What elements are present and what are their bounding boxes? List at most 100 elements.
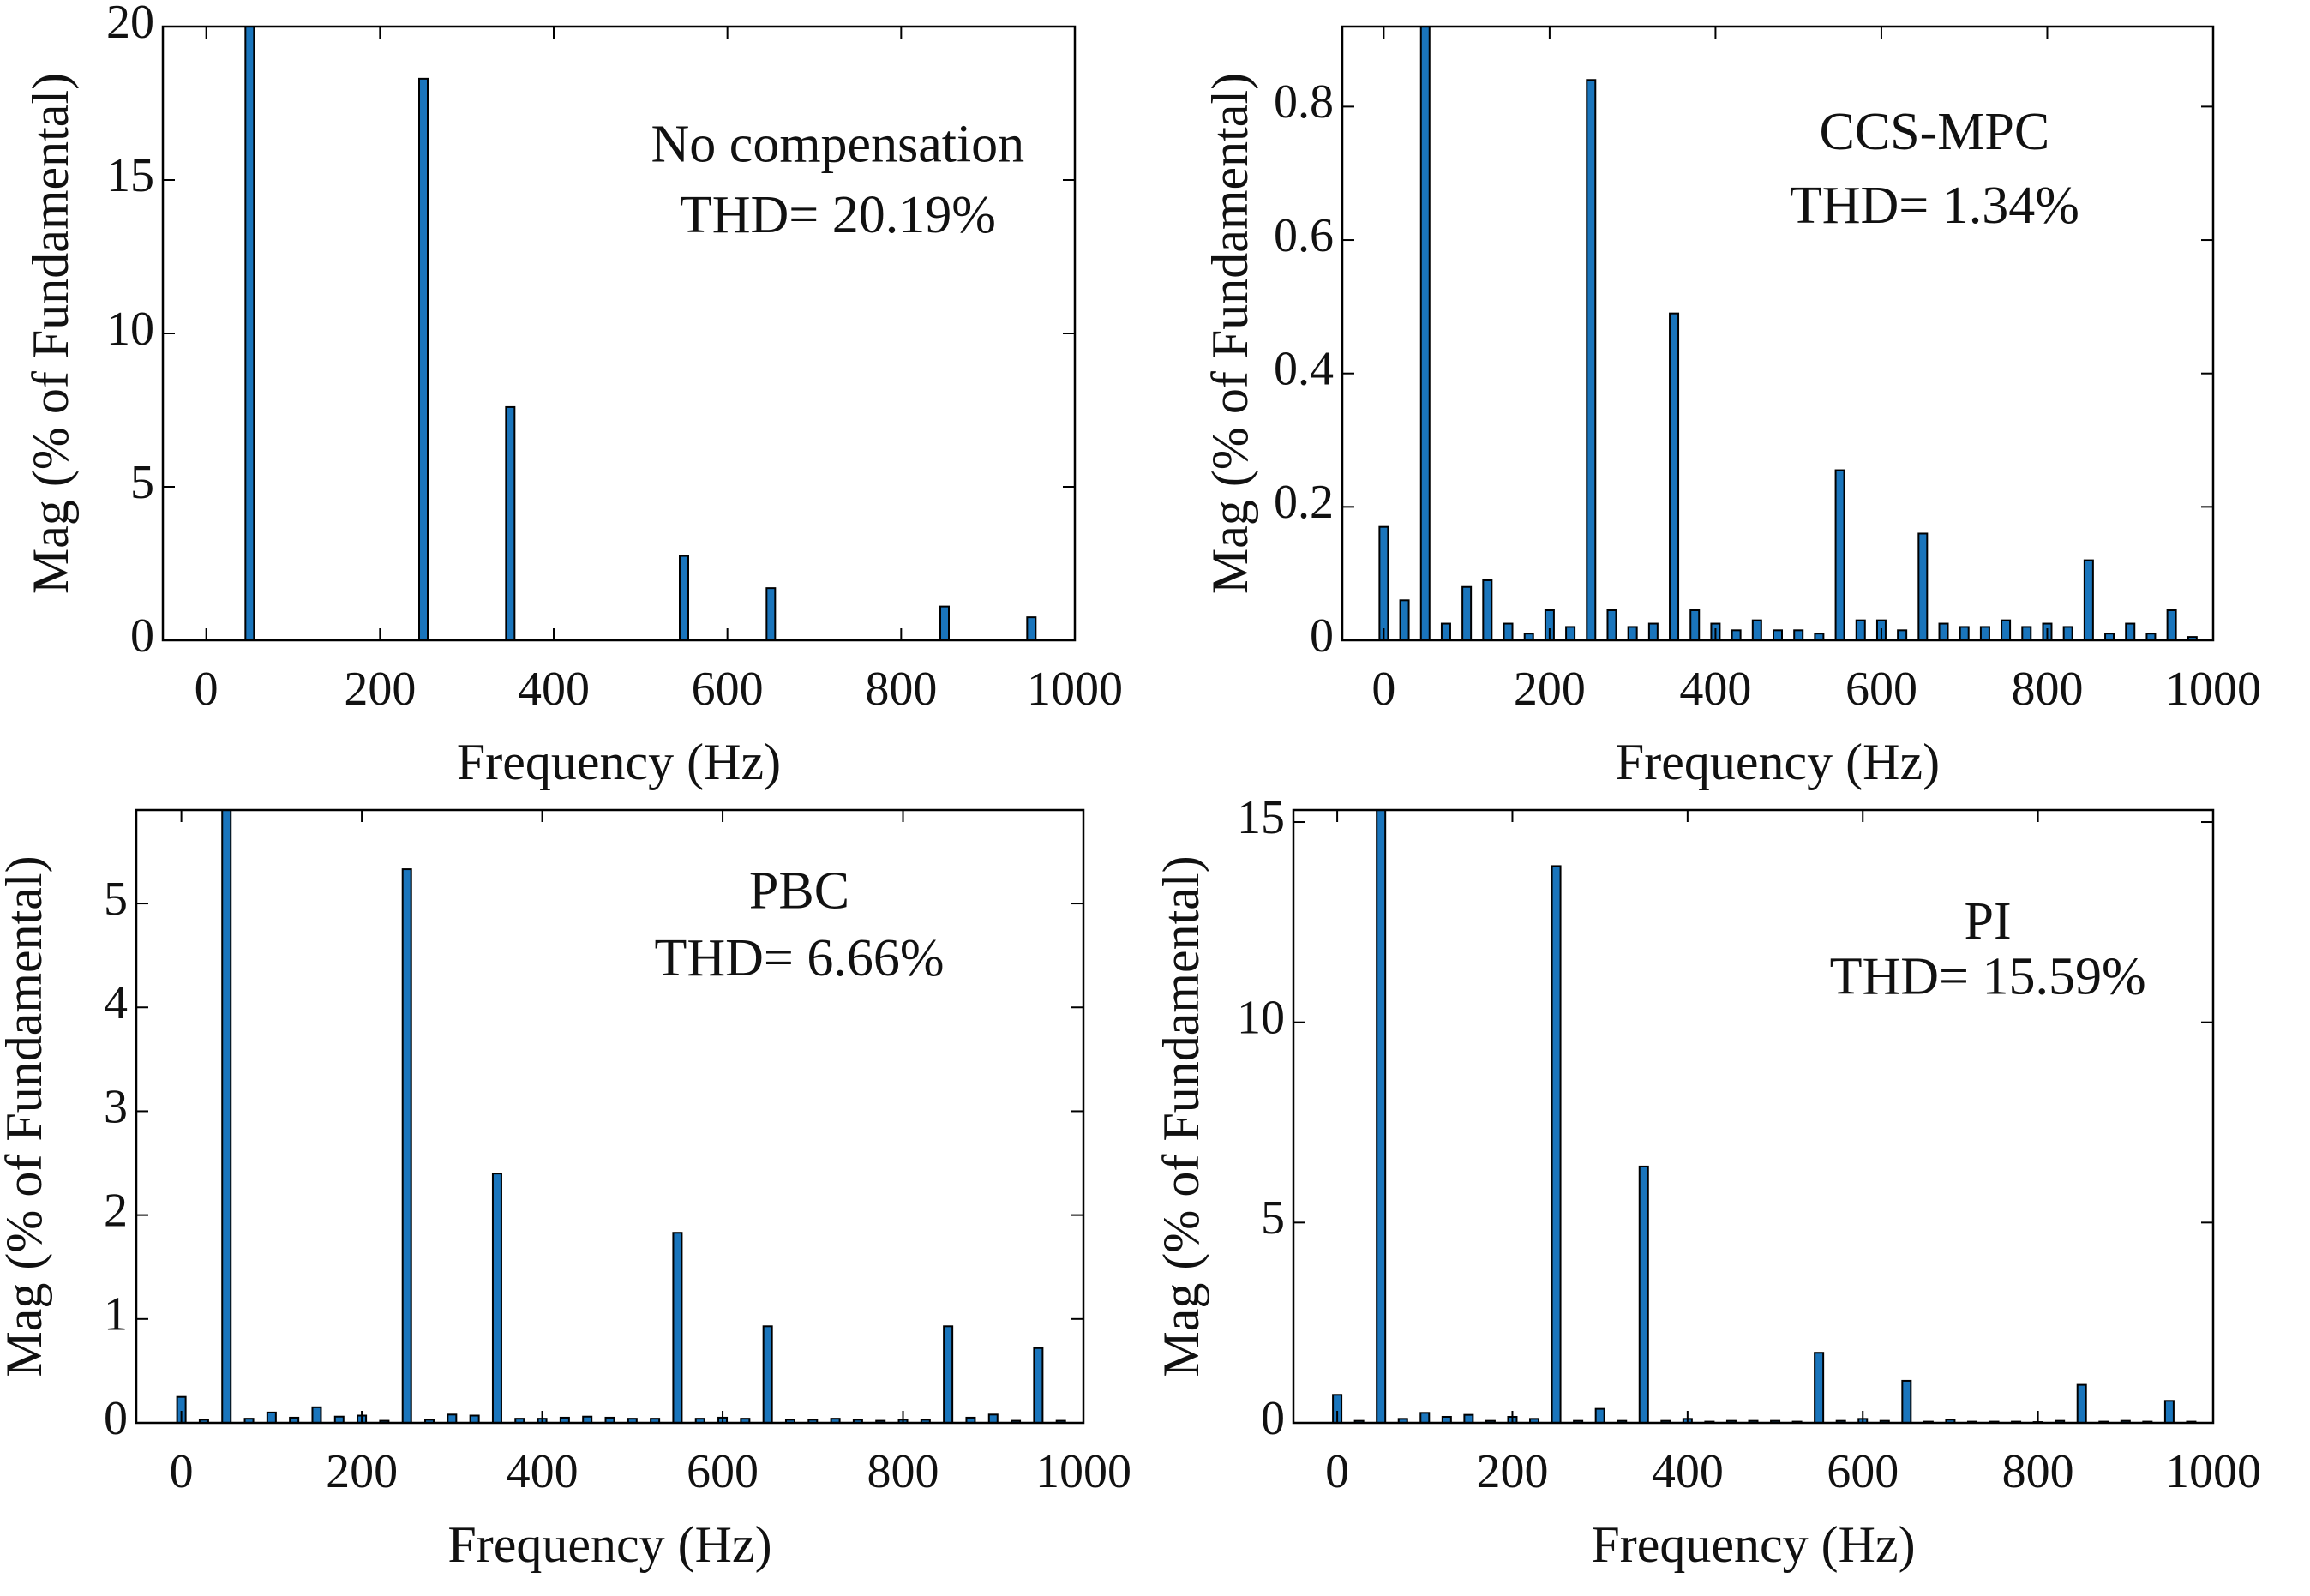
bar (650, 1418, 661, 1423)
bar (401, 868, 412, 1423)
bar (311, 1406, 322, 1423)
bar (1482, 579, 1493, 640)
bars (1378, 27, 2198, 640)
bar (1897, 629, 1908, 640)
x-tick-label: 400 (1679, 663, 1751, 716)
bar (1793, 629, 1804, 640)
axes-frame (1292, 808, 2215, 1425)
x-tick-label: 600 (687, 1445, 759, 1498)
y-tick-label: 5 (1261, 1191, 1285, 1245)
x-tick-label: 200 (1514, 663, 1586, 716)
x-tick-label: 1000 (1035, 1445, 1131, 1498)
x-axis-label: Frequency (Hz) (1591, 1516, 1915, 1573)
bar (1945, 1419, 1956, 1423)
bar (2021, 626, 2032, 640)
x-tick-label: 200 (326, 1445, 398, 1498)
y-tick-label: 0.4 (1274, 343, 1334, 396)
x-tick-label: 1000 (1027, 663, 1123, 716)
bar (1917, 532, 1929, 640)
bar (418, 77, 429, 640)
y-tick-label: 0 (1310, 609, 1334, 663)
annotation: THD= 1.34% (1790, 177, 2079, 235)
bar (830, 1418, 841, 1423)
bar (627, 1418, 638, 1423)
bar (672, 1232, 683, 1423)
bar (1669, 312, 1680, 640)
y-axis-label: Mag (% of Fundamental) (0, 855, 52, 1377)
bar (505, 405, 516, 640)
annotation: THD= 6.66% (654, 929, 944, 987)
bar (1441, 1415, 1452, 1423)
bar (1544, 609, 1555, 640)
bar (939, 605, 950, 640)
bar (1033, 1347, 1044, 1423)
bar (1440, 622, 1451, 640)
axes-frame (1341, 25, 2215, 642)
x-tick-label: 400 (1652, 1445, 1724, 1498)
x-tick-label: 0 (1325, 1445, 1349, 1498)
y-tick-label: 15 (106, 149, 154, 202)
bar (1419, 1412, 1431, 1423)
bar (1638, 1165, 1649, 1423)
x-tick-label: 600 (1827, 1445, 1899, 1498)
x-tick-label: 800 (2011, 663, 2083, 716)
y-tick-label: 0.8 (1274, 75, 1334, 129)
bar (1647, 622, 1659, 640)
bar (2163, 1400, 2175, 1423)
y-tick-label: 20 (106, 0, 154, 49)
bar (1689, 609, 1701, 640)
x-tick-label: 0 (195, 663, 219, 716)
bar (1026, 616, 1037, 640)
x-tick-label: 200 (1476, 1445, 1548, 1498)
bar (1731, 629, 1742, 640)
bar (2104, 633, 2115, 640)
bar (1419, 27, 1431, 640)
bar (1979, 626, 1990, 640)
bar (1834, 469, 1845, 640)
x-tick-label: 400 (518, 663, 590, 716)
annotation: CCS-MPC (1819, 103, 2049, 161)
bar (243, 1418, 255, 1423)
bar (1376, 810, 1387, 1423)
annotation: THD= 15.59% (1830, 947, 2146, 1005)
annotation: PI (1965, 892, 2012, 951)
y-tick-label: 10 (1237, 992, 1285, 1045)
bar (1565, 626, 1576, 640)
bar (1959, 626, 1970, 640)
bar (469, 1414, 480, 1423)
bar (1503, 622, 1514, 640)
bar (2187, 636, 2198, 640)
x-tick-label: 0 (170, 1445, 194, 1498)
bar (679, 555, 689, 640)
y-tick-label: 0 (1261, 1392, 1285, 1445)
bar (1551, 865, 1562, 1423)
bar (987, 1413, 999, 1423)
y-tick-label: 5 (104, 873, 128, 926)
bar (694, 1418, 705, 1423)
x-tick-label: 0 (1371, 663, 1395, 716)
bar (2001, 619, 2012, 640)
bar (2062, 626, 2073, 640)
x-tick-label: 800 (865, 663, 937, 716)
bar (2145, 633, 2157, 640)
bar (1523, 633, 1534, 640)
x-tick-label: 800 (2002, 1445, 2074, 1498)
bar (762, 1325, 773, 1423)
y-tick-label: 3 (104, 1080, 128, 1133)
y-axis-label: Mag (% of Fundamental) (22, 73, 79, 594)
bar (266, 1411, 277, 1423)
bar (2166, 609, 2177, 640)
bar (221, 810, 232, 1423)
bar (740, 1418, 751, 1423)
bar (1332, 1394, 1343, 1423)
y-axis-label: Mag (% of Fundamental) (1202, 73, 1258, 594)
bar (1399, 599, 1410, 640)
y-tick-label: 5 (130, 456, 154, 509)
bar (244, 27, 255, 640)
bars (244, 27, 1037, 640)
y-tick-label: 15 (1237, 791, 1285, 844)
bar (1586, 79, 1597, 640)
axes-frame (135, 808, 1085, 1425)
